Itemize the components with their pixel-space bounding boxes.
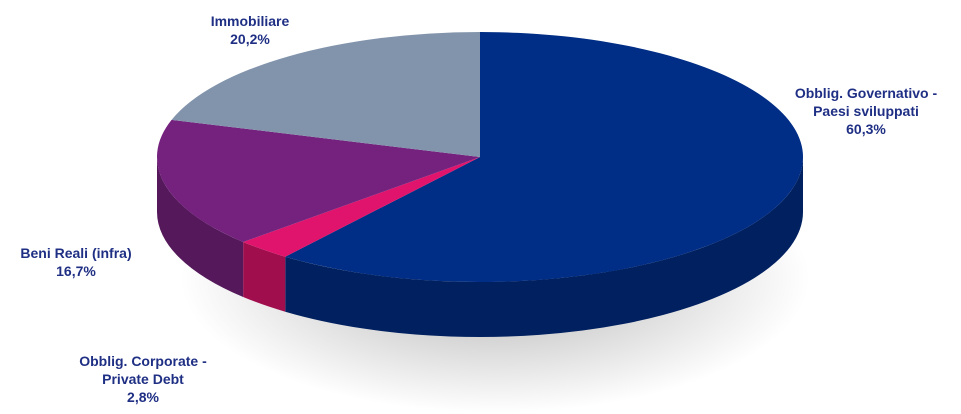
label-obblig-governativo-line2: Paesi sviluppati — [813, 103, 919, 119]
pie-slice-obblig-governativo-paesi-sviluppati — [285, 32, 803, 282]
pie-slice-beni-reali-infra — [157, 119, 480, 242]
label-obblig-corporate-line1: Obblig. Corporate - — [79, 353, 207, 369]
label-beni-reali-line1: Beni Reali (infra) — [20, 245, 132, 261]
label-obblig-corporate-line2: Private Debt — [102, 371, 184, 387]
label-obblig-governativo-line1: Obblig. Governativo - — [794, 85, 938, 101]
pie-side-obblig-governativo-paesi-sviluppati — [285, 157, 803, 337]
label-obblig-governativo: Obblig. Governativo - Paesi sviluppati 6… — [786, 84, 946, 138]
pie-slice-immobiliare — [171, 32, 481, 157]
pie-slice-obblig-corporate-private-debt — [243, 157, 480, 257]
label-obblig-corporate: Obblig. Corporate - Private Debt 2,8% — [58, 352, 228, 406]
label-beni-reali: Beni Reali (infra) 16,7% — [6, 244, 146, 280]
label-immobiliare-value: 20,2% — [230, 31, 270, 47]
pie-side-beni-reali-infra — [157, 157, 244, 297]
label-immobiliare: Immobiliare 20,2% — [190, 12, 310, 48]
pie-tops — [157, 32, 803, 282]
label-obblig-corporate-value: 2,8% — [127, 389, 159, 405]
label-obblig-governativo-value: 60,3% — [846, 121, 886, 137]
label-beni-reali-value: 16,7% — [56, 263, 96, 279]
label-immobiliare-line1: Immobiliare — [210, 13, 290, 29]
pie-sides — [157, 157, 803, 337]
pie-side-obblig-corporate-private-debt — [243, 241, 286, 312]
